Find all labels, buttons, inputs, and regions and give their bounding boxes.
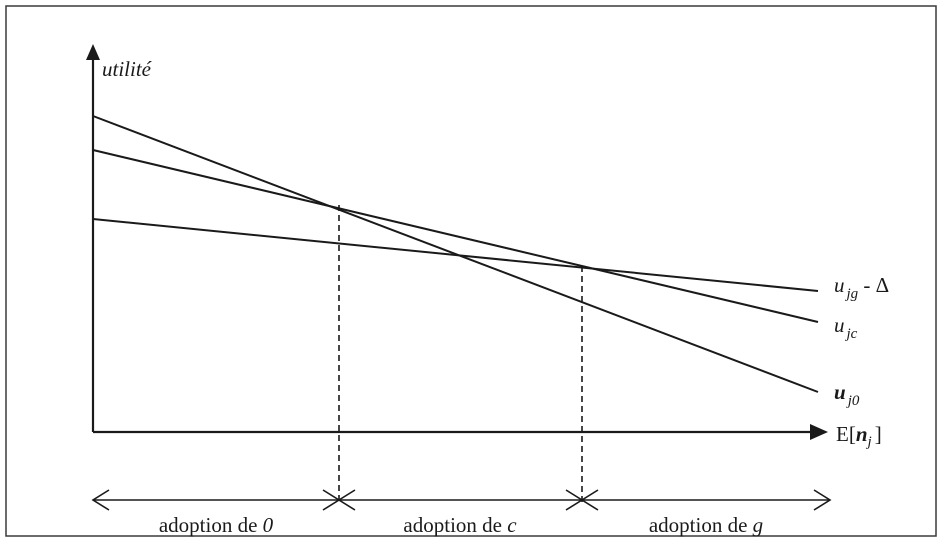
curve-uj0-line	[92, 115, 819, 393]
curve-uj0-base: u	[834, 380, 846, 404]
zone-label-g: adoption de g	[649, 513, 763, 537]
curve-ujg-sub: jg	[845, 286, 859, 302]
curve-ujg-suffix: - Δ	[858, 273, 889, 297]
x-axis-label-var: n	[856, 422, 868, 446]
x-axis-arrow-icon	[810, 424, 828, 440]
zone-label-0-prefix: adoption de	[159, 513, 263, 537]
curve-ujc-sub: jc	[845, 326, 858, 342]
zone-label-0: adoption de 0	[159, 513, 274, 537]
zone-arrow-0	[91, 489, 341, 511]
y-axis-label: utilité	[102, 57, 153, 81]
curve-ujc-label: u jc	[834, 313, 858, 342]
zone-label-c-prefix: adoption de	[403, 513, 507, 537]
curve-ujc-base: u	[834, 313, 845, 337]
x-axis-label-prefix: E[	[836, 422, 856, 446]
x-axis-label-suffix: ]	[875, 422, 882, 446]
x-axis-label: E[nj]	[836, 422, 882, 450]
curve-uj0-label: u j0	[834, 380, 860, 409]
curve-ujg-base: u	[834, 273, 845, 297]
zone-label-g-var: g	[753, 513, 764, 537]
zone-label-0-var: 0	[263, 513, 274, 537]
zone-arrow-g	[580, 489, 832, 511]
x-axis-label-sub: j	[866, 434, 872, 450]
zone-arrow-c	[337, 489, 584, 511]
figure-frame	[5, 5, 937, 537]
curve-uj0-sub: j0	[846, 393, 860, 409]
zone-label-c: adoption de c	[403, 513, 517, 537]
zone-label-c-var: c	[507, 513, 517, 537]
zone-label-g-prefix: adoption de	[649, 513, 753, 537]
curve-ujc-line	[92, 149, 819, 323]
y-axis-arrow-icon	[86, 44, 100, 60]
curve-ujg-label: u jg - Δ	[834, 273, 889, 302]
